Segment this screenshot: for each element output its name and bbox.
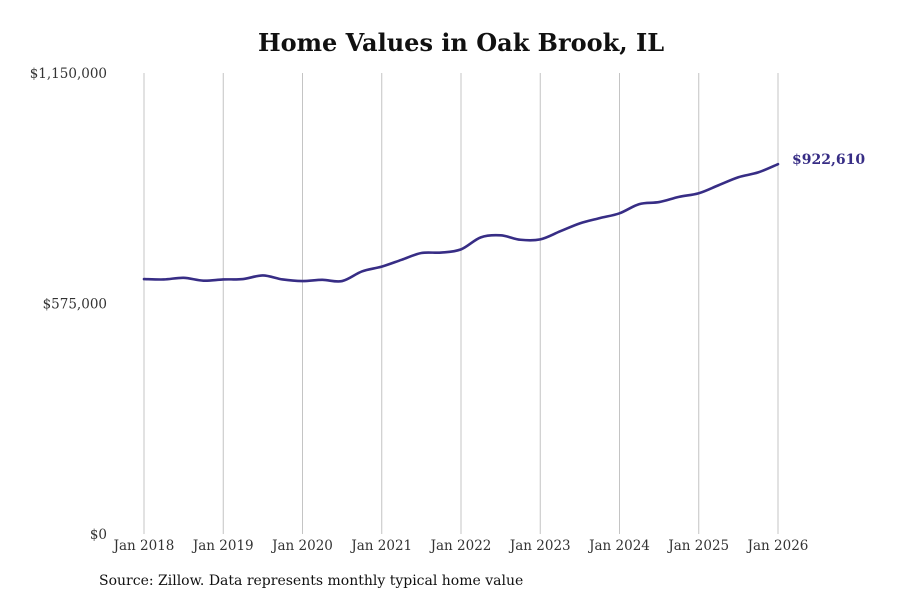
x-tick-label: Jan 2018 xyxy=(112,538,175,554)
gridlines xyxy=(143,73,779,534)
chart-title: Home Values in Oak Brook, IL xyxy=(257,28,665,57)
y-axis: $0 $575,000 $1,150,000 xyxy=(30,66,107,543)
x-tick-label: Jan 2023 xyxy=(508,538,571,554)
x-tick-label: Jan 2022 xyxy=(429,538,492,554)
series-line-0 xyxy=(142,162,780,283)
chart-source-note: Source: Zillow. Data represents monthly … xyxy=(99,573,524,589)
end-value-label: $922,610 xyxy=(792,152,865,168)
x-tick-label: Jan 2021 xyxy=(349,538,412,554)
series-layer xyxy=(142,162,780,283)
x-tick-label: Jan 2019 xyxy=(191,538,254,554)
y-tick-label: $575,000 xyxy=(43,297,107,313)
x-tick-label: Jan 2024 xyxy=(587,538,650,554)
y-tick-label: $1,150,000 xyxy=(30,66,107,82)
x-tick-label: Jan 2025 xyxy=(666,538,729,554)
x-tick-label: Jan 2026 xyxy=(746,538,809,554)
x-tick-label: Jan 2020 xyxy=(270,538,333,554)
x-axis: Jan 2018 Jan 2019 Jan 2020 Jan 2021 Jan 2022… xyxy=(112,538,809,554)
y-tick-label: $0 xyxy=(90,527,107,543)
